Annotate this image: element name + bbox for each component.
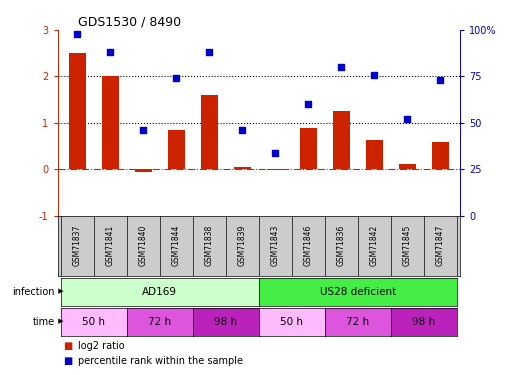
Point — [403, 116, 412, 122]
Text: GSM71847: GSM71847 — [436, 225, 445, 266]
Text: GSM71842: GSM71842 — [370, 225, 379, 266]
Text: ■: ■ — [63, 341, 72, 351]
Point — [205, 49, 213, 55]
Bar — [267, 169, 283, 170]
Text: GSM71844: GSM71844 — [172, 225, 181, 266]
Text: 98 h: 98 h — [214, 316, 237, 327]
Bar — [135, 169, 152, 171]
Point — [238, 127, 246, 133]
Point — [106, 49, 115, 55]
Text: log2 ratio: log2 ratio — [78, 341, 125, 351]
Bar — [69, 53, 86, 169]
Text: time: time — [33, 316, 55, 327]
Text: GSM71843: GSM71843 — [271, 225, 280, 266]
Text: 50 h: 50 h — [82, 316, 105, 327]
Bar — [201, 95, 218, 169]
Text: percentile rank within the sample: percentile rank within the sample — [78, 356, 243, 366]
Point — [337, 64, 346, 70]
Point — [172, 75, 180, 81]
Text: infection: infection — [13, 286, 55, 297]
Bar — [399, 164, 416, 169]
Text: GSM71836: GSM71836 — [337, 225, 346, 266]
Text: GSM71846: GSM71846 — [304, 225, 313, 266]
Text: ▶: ▶ — [56, 319, 64, 325]
Text: ■: ■ — [63, 356, 72, 366]
Text: AD169: AD169 — [142, 286, 177, 297]
Bar — [432, 142, 449, 169]
Point — [436, 77, 445, 83]
Text: ▶: ▶ — [56, 289, 64, 295]
Text: GSM71839: GSM71839 — [238, 225, 247, 266]
Point — [370, 72, 379, 78]
Text: GSM71840: GSM71840 — [139, 225, 148, 266]
Text: GSM71845: GSM71845 — [403, 225, 412, 266]
Point — [139, 127, 147, 133]
Text: 98 h: 98 h — [412, 316, 436, 327]
Point — [271, 150, 280, 156]
Bar — [333, 111, 350, 169]
Text: GDS1530 / 8490: GDS1530 / 8490 — [78, 16, 181, 29]
Bar — [366, 141, 383, 169]
Text: 50 h: 50 h — [280, 316, 303, 327]
Text: GSM71838: GSM71838 — [205, 225, 214, 266]
Bar — [300, 128, 316, 169]
Text: GSM71837: GSM71837 — [73, 225, 82, 266]
Text: GSM71841: GSM71841 — [106, 225, 115, 266]
Bar — [234, 167, 251, 169]
Bar — [102, 76, 119, 169]
Point — [73, 31, 82, 37]
Text: 72 h: 72 h — [149, 316, 172, 327]
Text: 72 h: 72 h — [346, 316, 369, 327]
Text: US28 deficient: US28 deficient — [320, 286, 396, 297]
Point — [304, 101, 313, 107]
Bar — [168, 130, 185, 169]
